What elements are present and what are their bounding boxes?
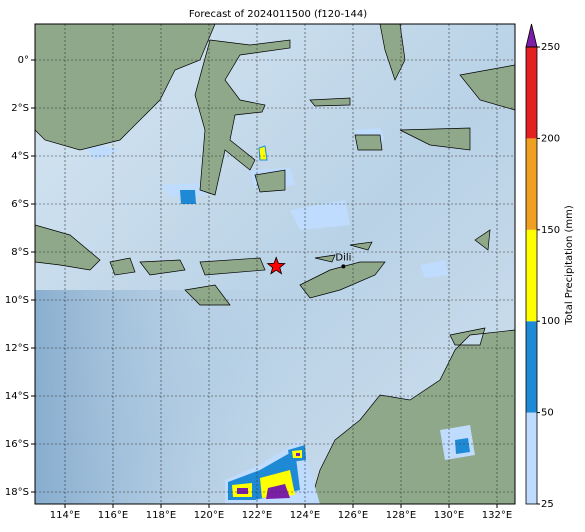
lon-label: 118°E	[146, 510, 176, 521]
city-dot	[341, 264, 346, 269]
colorbar-segment	[526, 229, 537, 322]
lon-label: 124°E	[290, 510, 320, 521]
lon-label: 114°E	[50, 510, 80, 521]
lat-label: 18°S	[5, 487, 29, 498]
colorbar-segment	[526, 412, 537, 504]
lat-label: 0°	[18, 55, 29, 66]
lon-label: 120°E	[194, 510, 224, 521]
lat-label: 8°S	[11, 247, 29, 258]
lon-label: 116°E	[98, 510, 128, 521]
colorbar-tick-label: 250	[541, 42, 560, 53]
map-background	[35, 24, 515, 504]
colorbar-tick-label: 100	[541, 316, 560, 327]
colorbar-tick-label: 200	[541, 133, 560, 144]
map-title: Forecast of 2024011500 (f120-144)	[189, 9, 367, 20]
colorbar-tick-label: 25	[541, 499, 554, 510]
colorbar-frame	[525, 46, 538, 505]
graticule	[35, 24, 515, 504]
colorbar-segment	[526, 321, 537, 413]
colorbar-tick-label: 50	[541, 408, 554, 419]
lat-label: 6°S	[11, 199, 29, 210]
lon-label: 132°E	[482, 510, 512, 521]
lat-label: 4°S	[11, 151, 29, 162]
colorbar-segment	[526, 47, 537, 139]
lon-label: 126°E	[338, 510, 368, 521]
colorbar-extend	[525, 23, 538, 48]
lat-label: 12°S	[5, 343, 29, 354]
lat-label: 2°S	[11, 103, 29, 114]
lat-label: 10°S	[5, 295, 29, 306]
colorbar-segment	[526, 138, 537, 230]
lon-label: 128°E	[386, 510, 416, 521]
lon-label: 122°E	[242, 510, 272, 521]
lat-label: 14°S	[5, 391, 29, 402]
lon-label: 130°E	[434, 510, 464, 521]
star-marker	[266, 256, 286, 275]
lat-label: 16°S	[5, 439, 29, 450]
colorbar-tick-label: 150	[541, 225, 560, 236]
city-label: Dili	[335, 252, 351, 263]
colorbar-label: Total Precipitation (mm)	[564, 205, 575, 326]
map-frame	[34, 23, 516, 505]
